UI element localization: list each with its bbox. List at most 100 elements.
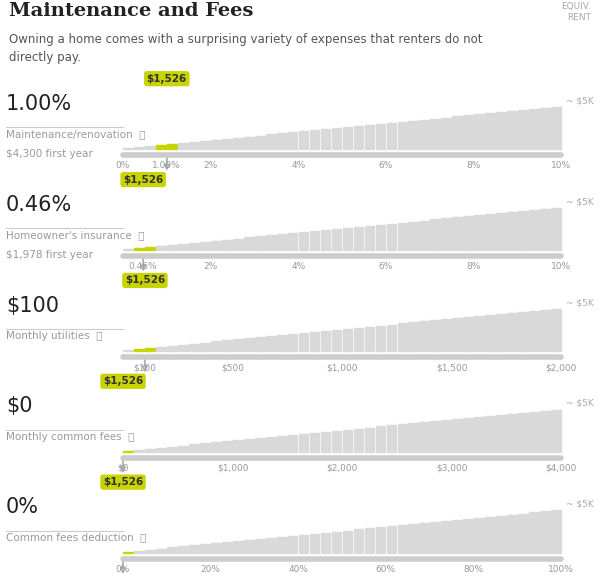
Bar bbox=[320, 331, 331, 351]
Bar bbox=[266, 538, 275, 553]
Bar bbox=[508, 111, 517, 149]
Bar bbox=[529, 210, 539, 250]
Text: $2,000: $2,000 bbox=[326, 464, 358, 473]
Bar bbox=[145, 247, 155, 250]
Bar bbox=[211, 442, 221, 452]
Bar bbox=[320, 533, 331, 553]
Text: 100%: 100% bbox=[548, 565, 574, 574]
Bar bbox=[496, 213, 506, 250]
Bar bbox=[496, 415, 506, 452]
Bar bbox=[442, 521, 451, 553]
Text: ~ $5K: ~ $5K bbox=[566, 96, 593, 106]
Bar bbox=[145, 449, 155, 452]
Bar bbox=[189, 343, 199, 351]
Bar bbox=[419, 120, 429, 149]
Bar bbox=[156, 347, 166, 351]
Bar bbox=[167, 447, 177, 452]
Text: Owning a home comes with a surprising variety of expenses that renters do not
di: Owning a home comes with a surprising va… bbox=[9, 33, 482, 64]
Bar bbox=[156, 549, 166, 553]
Bar bbox=[320, 432, 331, 452]
Bar bbox=[123, 350, 133, 351]
Bar bbox=[244, 540, 254, 553]
Text: Maintenance/renovation  ⓘ: Maintenance/renovation ⓘ bbox=[6, 129, 146, 139]
Bar bbox=[299, 333, 308, 351]
Bar bbox=[508, 414, 517, 452]
Bar bbox=[255, 438, 265, 452]
Bar bbox=[376, 528, 385, 553]
Text: Common fees deduction  ⓘ: Common fees deduction ⓘ bbox=[6, 533, 146, 543]
Text: 4%: 4% bbox=[291, 262, 305, 271]
Bar bbox=[518, 312, 528, 351]
Bar bbox=[244, 439, 254, 452]
Text: 6%: 6% bbox=[379, 262, 393, 271]
Bar bbox=[398, 525, 407, 553]
Bar bbox=[134, 349, 144, 351]
Bar bbox=[529, 512, 539, 553]
Bar bbox=[332, 128, 341, 149]
Text: 8%: 8% bbox=[466, 161, 481, 170]
Bar bbox=[419, 220, 429, 250]
Text: $100: $100 bbox=[133, 363, 157, 372]
Bar bbox=[463, 216, 473, 250]
Bar bbox=[475, 518, 484, 553]
Bar bbox=[518, 211, 528, 250]
Text: $1,526: $1,526 bbox=[146, 73, 187, 84]
Bar bbox=[343, 127, 352, 149]
Bar bbox=[518, 514, 528, 553]
Bar bbox=[277, 335, 287, 351]
Bar bbox=[299, 434, 308, 452]
Text: $1,000: $1,000 bbox=[217, 464, 248, 473]
Text: $1,526: $1,526 bbox=[125, 275, 165, 286]
Text: 0%: 0% bbox=[116, 161, 130, 170]
Text: $1,526: $1,526 bbox=[103, 477, 143, 487]
Bar bbox=[452, 318, 462, 351]
Bar bbox=[134, 248, 144, 250]
Bar bbox=[222, 441, 232, 452]
Bar bbox=[299, 535, 308, 553]
Text: $3,000: $3,000 bbox=[436, 464, 467, 473]
Text: ~ $5K: ~ $5K bbox=[566, 500, 593, 509]
Bar bbox=[156, 246, 166, 250]
Bar bbox=[463, 115, 473, 149]
Bar bbox=[508, 212, 517, 250]
Bar bbox=[540, 108, 550, 149]
Bar bbox=[386, 123, 397, 149]
Bar bbox=[485, 214, 495, 250]
Bar bbox=[365, 125, 374, 149]
Bar bbox=[452, 520, 462, 553]
Text: 0%: 0% bbox=[116, 565, 130, 574]
Bar bbox=[332, 431, 341, 452]
Bar bbox=[200, 545, 209, 553]
Bar bbox=[123, 148, 133, 149]
Bar bbox=[518, 110, 528, 149]
Bar bbox=[222, 139, 232, 149]
Bar bbox=[353, 429, 364, 452]
Bar bbox=[365, 226, 374, 250]
Text: Monthly utilities  ⓘ: Monthly utilities ⓘ bbox=[6, 331, 103, 341]
Bar bbox=[134, 147, 144, 149]
Bar bbox=[442, 420, 451, 452]
Bar bbox=[288, 334, 298, 351]
Text: 0%: 0% bbox=[6, 497, 39, 517]
Bar bbox=[430, 118, 440, 149]
Bar bbox=[310, 533, 319, 553]
Bar bbox=[430, 320, 440, 351]
Bar bbox=[353, 227, 364, 250]
Bar bbox=[332, 532, 341, 553]
Bar bbox=[551, 308, 561, 351]
Text: EQUIV.
RENT: EQUIV. RENT bbox=[562, 2, 591, 22]
Bar bbox=[353, 529, 364, 553]
Bar bbox=[178, 546, 188, 553]
Bar bbox=[398, 122, 407, 149]
Bar bbox=[277, 436, 287, 452]
Bar bbox=[386, 325, 397, 351]
Bar bbox=[496, 113, 506, 149]
Bar bbox=[463, 418, 473, 452]
Bar bbox=[189, 243, 199, 250]
Bar bbox=[376, 124, 385, 149]
Text: ~ $5K: ~ $5K bbox=[566, 298, 593, 307]
Bar bbox=[529, 311, 539, 351]
Bar bbox=[145, 348, 155, 351]
Bar bbox=[551, 510, 561, 553]
Bar bbox=[540, 410, 550, 452]
